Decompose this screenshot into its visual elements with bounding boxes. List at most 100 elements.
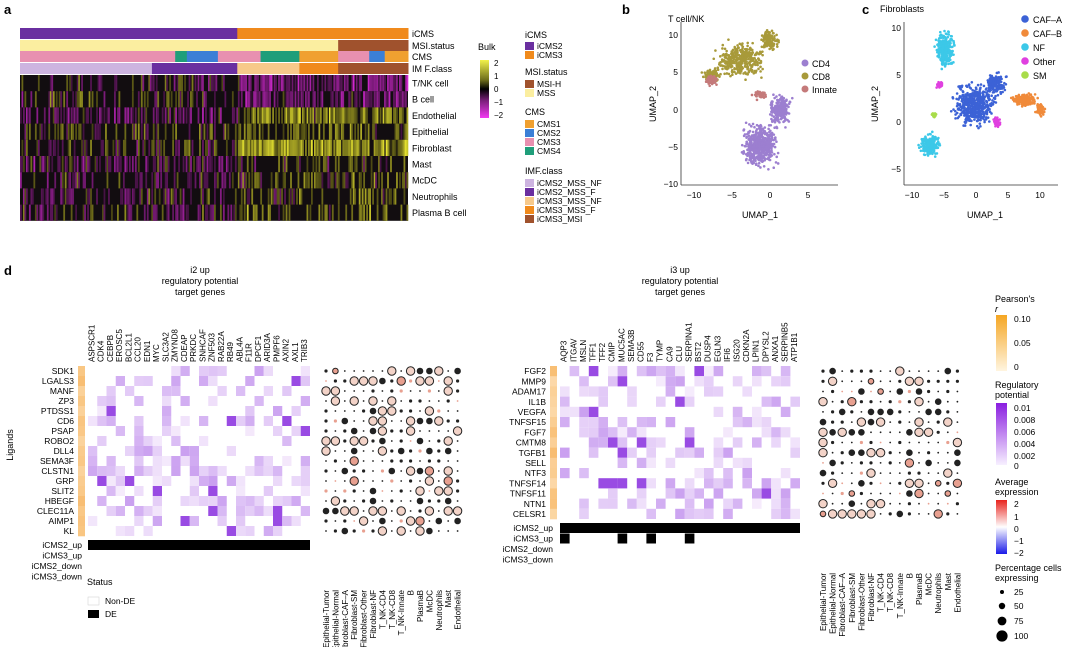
heatmap-cell	[334, 123, 337, 140]
heatmap-cell	[294, 123, 297, 140]
heatmap-cell	[99, 107, 101, 124]
heatmap-cell	[157, 123, 160, 140]
umap-point	[764, 95, 767, 98]
expression-dot	[437, 480, 440, 482]
left-ligand-target-heatmap: ASPSCR1 CDK4 CEBPB EROSC5 BCL2L1 CCL20 EDN1 MYC…	[31, 324, 310, 582]
heatmap-cell	[34, 204, 37, 221]
legend-label: iCMS3_MSS_NF	[537, 196, 602, 206]
axis-tick: 0	[896, 117, 901, 127]
expression-dot	[343, 390, 346, 392]
umap-point	[790, 96, 794, 100]
heatmap-cell	[331, 204, 334, 221]
umap-point	[983, 102, 986, 106]
regulatory-potential-cell	[300, 456, 310, 466]
heatmap-cell	[269, 107, 272, 124]
heatmap-row-label: Fibroblast	[412, 143, 452, 153]
regulatory-potential-cell	[134, 486, 144, 496]
umap-point	[985, 99, 988, 103]
heatmap-cell	[361, 156, 364, 173]
ligand-label: TNFSF15	[509, 417, 546, 427]
regulatory-potential-cell	[134, 416, 144, 426]
umap-point	[988, 107, 991, 111]
umap-point	[758, 92, 762, 96]
umap-c-title: Fibroblasts	[880, 4, 925, 14]
expression-dot	[349, 436, 359, 446]
heatmap-cell	[158, 188, 161, 205]
heatmap-cell	[173, 188, 176, 205]
umap-c-xlabel: UMAP_1	[967, 210, 1003, 220]
heatmap-cell	[300, 188, 303, 205]
heatmap-cell	[278, 107, 280, 124]
heatmap-cell	[287, 123, 289, 140]
heatmap-cell	[272, 188, 274, 205]
umap-point	[746, 41, 750, 45]
heatmap-cell	[246, 91, 249, 108]
heatmap-cell	[82, 139, 85, 156]
heatmap-cell	[331, 107, 334, 124]
expression-dot	[362, 460, 365, 462]
umap-point	[1033, 93, 1037, 96]
axis-tick: 0	[768, 190, 773, 200]
heatmap-cell	[372, 75, 374, 92]
regulatory-potential-cell	[245, 376, 255, 386]
heatmap-cell	[300, 91, 303, 108]
expression-dot	[437, 530, 440, 532]
umap-point	[1040, 107, 1044, 111]
expression-dot	[405, 416, 416, 426]
umap-point	[768, 113, 772, 116]
heatmap-cell	[134, 172, 137, 189]
heatmap-cell	[237, 107, 240, 124]
heatmap-cell	[34, 91, 37, 108]
heatmap-cell	[66, 75, 69, 92]
heatmap-cell	[319, 91, 322, 108]
heatmap-cell	[122, 139, 125, 156]
heatmap-cell	[239, 204, 242, 221]
heatmap-cell	[88, 188, 91, 205]
heatmap-cell	[85, 188, 88, 205]
umap-point	[750, 134, 754, 137]
heatmap-cell	[151, 75, 154, 92]
expression-dot	[325, 480, 327, 482]
heatmap-cell	[246, 139, 249, 156]
right-ligand-target-heatmap: AQP3 ITGAV MSLN TFF1 TFF2 CMIP MUC5AC SEMA3B CD5…	[502, 322, 800, 565]
heatmap-cell	[76, 107, 79, 124]
heatmap-cell	[203, 123, 206, 140]
regulatory-potential-cell	[291, 426, 301, 436]
heatmap-cell	[328, 204, 331, 221]
heatmap-cell	[349, 107, 352, 124]
umap-point	[945, 48, 948, 52]
umap-point	[755, 123, 759, 127]
annotation-segment	[384, 51, 409, 62]
heatmap-cell	[234, 204, 237, 221]
axis-tick: 5	[896, 70, 901, 80]
umap-point	[746, 44, 749, 48]
umap-point	[930, 144, 933, 147]
expression-dot	[821, 379, 825, 383]
umap-point	[776, 162, 780, 165]
expression-dot	[434, 366, 444, 376]
regulatory-potential-cell	[189, 476, 199, 486]
heatmap-cell	[91, 123, 94, 140]
heatmap-cell	[227, 123, 230, 140]
umap-point	[753, 60, 756, 64]
heatmap-cell	[251, 156, 254, 173]
regulatory-potential-cell	[180, 516, 190, 526]
right-expression-dotplot: Epithelial-Tumor Epithelial-Normal Fibrobl…	[818, 366, 962, 637]
regulatory-potential-cell	[199, 376, 209, 386]
heatmap-cell	[118, 172, 121, 189]
umap-point	[719, 72, 722, 76]
heatmap-cell	[233, 139, 236, 156]
umap-point	[759, 125, 763, 128]
heatmap-cell	[291, 188, 294, 205]
heatmap-cell	[164, 172, 167, 189]
legend-swatch	[525, 89, 534, 97]
heatmap-cell	[118, 91, 121, 108]
umap-point	[979, 125, 982, 128]
expression-dot	[399, 409, 403, 413]
heatmap-cell	[67, 107, 70, 124]
annotation-segment	[299, 51, 339, 62]
heatmap-cell	[24, 139, 27, 156]
heatmap-cell	[243, 75, 246, 92]
umap-point	[774, 161, 778, 164]
umap-point	[740, 62, 744, 65]
